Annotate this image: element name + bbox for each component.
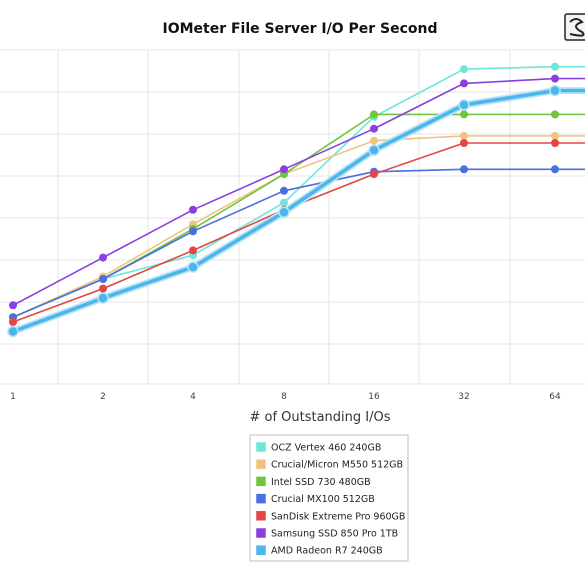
legend-label: SanDisk Extreme Pro 960GB [271,511,405,522]
series-line [12,65,585,318]
data-point [97,292,109,304]
x-tick-label: 1 [10,392,16,402]
series-line [12,113,585,318]
x-tick-label: 32 [458,392,469,402]
legend-swatch [255,476,267,487]
data-point [551,74,559,83]
legend-entry: Intel SSD 730 480GB [255,476,371,488]
data-point [99,275,107,283]
legend-box [249,434,409,562]
data-point [187,261,199,273]
legend-label: Samsung SSD 850 Pro 1TB [271,529,398,540]
legend-swatch [255,510,267,522]
data-point [460,139,468,147]
data-point [7,325,19,338]
data-point [460,165,468,174]
data-point [9,301,17,310]
legend-swatch [255,544,267,556]
data-point [189,205,197,214]
plot-grid [0,49,585,385]
data-point [280,198,288,207]
data-point [551,131,559,140]
legend-entry: SanDisk Extreme Pro 960GB [255,510,405,522]
x-tick-label: 8 [281,392,287,402]
x-axis-ticks: 1 2 4 8 16 32 64 [10,392,561,402]
data-point [460,79,468,88]
legend-label: OCZ Vertex 460 240GB [271,443,381,454]
data-point [370,110,378,119]
series-line [12,135,585,318]
data-point [370,124,378,133]
data-point [189,246,197,255]
legend-label: Crucial MX100 512GB [271,494,375,505]
legend-entry: Crucial/Micron M550 512GB [255,458,403,471]
data-point [460,131,468,140]
data-point [278,206,290,218]
data-point [551,62,559,71]
legend-label: AMD Radeon R7 240GB [271,546,383,557]
series-6 [7,84,585,338]
data-point [551,139,559,147]
series-2 [9,110,585,322]
data-point [370,136,378,145]
series-line [12,77,585,307]
data-point [9,318,17,326]
legend-label: Crucial/Micron M550 512GB [271,460,403,471]
series-line [12,88,585,334]
series-5 [9,74,585,310]
series-line [12,142,585,323]
data-point [460,110,468,119]
legend-entry: OCZ Vertex 460 240GB [255,441,381,454]
x-tick-label: 64 [549,392,561,402]
legend-swatch [255,441,267,453]
data-point [189,227,197,236]
legend-label: Intel SSD 730 480GB [271,477,371,488]
legend: OCZ Vertex 460 240GB Crucial/Micron M550 … [249,434,409,562]
data-point [460,65,468,74]
data-point [549,84,561,97]
x-tick-label: 2 [100,392,106,402]
logo-icon [564,13,585,41]
data-point [99,284,107,293]
x-tick-label: 16 [368,392,380,402]
legend-swatch [255,493,267,504]
legend-swatch [255,527,267,539]
legend-entry: Samsung SSD 850 Pro 1TB [255,527,398,540]
data-point [99,253,107,262]
x-tick-label: 4 [190,392,196,402]
data-point [368,144,380,156]
series-1 [9,131,585,322]
legend-swatch [255,458,267,470]
data-point [458,99,470,111]
data-point [280,165,288,174]
data-point [280,186,288,195]
data-point [551,165,559,174]
data-point [551,110,559,119]
series-lines [7,62,585,338]
x-axis-label: # of Outstanding I/Os [249,410,390,425]
data-point [370,170,378,179]
legend-entry: AMD Radeon R7 240GB [255,544,383,557]
chart-title: IOMeter File Server I/O Per Second [162,21,437,37]
legend-entry: Crucial MX100 512GB [255,493,375,505]
